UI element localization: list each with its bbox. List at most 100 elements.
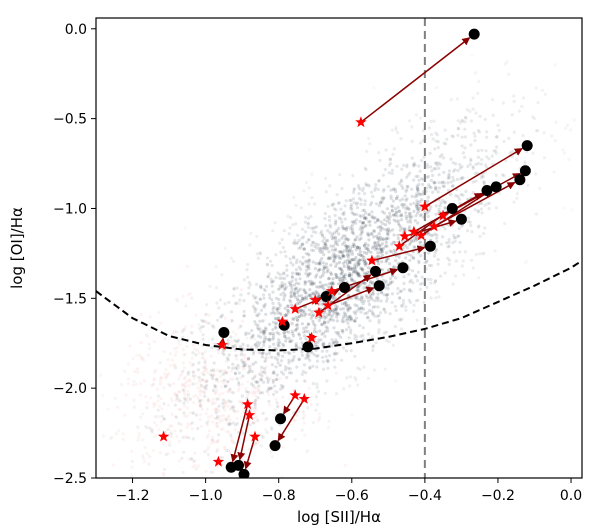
data-point-star: [243, 409, 256, 420]
density-point: [227, 341, 231, 345]
density-point: [290, 289, 294, 294]
density-point: [177, 398, 181, 402]
density-point: [207, 415, 211, 419]
density-point: [147, 462, 151, 466]
density-point: [526, 183, 530, 188]
density-point: [345, 250, 349, 254]
density-point: [154, 368, 158, 372]
density-point: [340, 276, 345, 281]
density-point: [251, 377, 255, 381]
density-point: [367, 213, 371, 217]
density-point: [423, 261, 427, 265]
density-point: [371, 280, 375, 284]
density-point: [404, 211, 408, 215]
density-point: [406, 207, 410, 211]
density-point: [308, 366, 312, 370]
density-point: [445, 137, 449, 141]
density-point: [248, 369, 252, 374]
density-point: [505, 60, 509, 64]
density-point: [235, 286, 239, 290]
density-point: [307, 258, 311, 262]
density-point: [330, 282, 334, 286]
density-point: [138, 353, 142, 358]
density-point: [443, 128, 447, 132]
data-point-dot: [302, 341, 314, 353]
density-point: [360, 227, 364, 231]
density-point: [501, 173, 505, 177]
density-point: [228, 418, 232, 422]
density-point: [346, 265, 350, 269]
density-point: [315, 273, 319, 277]
density-point: [380, 248, 384, 252]
density-point: [279, 359, 284, 363]
density-point: [425, 285, 429, 289]
density-point: [390, 204, 394, 208]
density-point: [178, 390, 182, 394]
density-point: [288, 351, 292, 356]
density-point: [343, 273, 347, 277]
density-point: [270, 284, 274, 288]
density-point: [311, 382, 315, 386]
density-point: [258, 350, 262, 355]
density-point: [221, 313, 225, 317]
data-point-dot: [514, 174, 526, 186]
density-point: [328, 313, 332, 317]
density-point: [364, 183, 368, 187]
density-point: [363, 281, 367, 285]
density-point: [233, 428, 237, 432]
density-point: [320, 323, 324, 327]
density-point: [384, 148, 388, 152]
density-point: [170, 424, 174, 428]
density-point: [169, 363, 173, 367]
density-point: [182, 377, 186, 381]
x-tick-label: −1.2: [116, 488, 150, 504]
density-point: [349, 349, 353, 353]
density-point: [271, 378, 275, 382]
density-point: [242, 314, 246, 318]
density-point: [201, 352, 205, 356]
density-point: [371, 311, 375, 315]
density-point: [303, 334, 307, 338]
density-point: [379, 237, 383, 241]
density-point: [375, 247, 379, 251]
density-point: [494, 149, 498, 153]
density-point: [163, 337, 167, 341]
density-point: [217, 404, 221, 408]
density-point: [355, 270, 359, 274]
density-point: [261, 391, 265, 395]
density-point: [234, 366, 238, 370]
density-point: [302, 235, 306, 239]
data-point-star: [241, 398, 254, 410]
density-point: [253, 320, 257, 324]
density-point: [346, 245, 350, 249]
density-point: [194, 413, 199, 417]
density-point: [269, 386, 273, 390]
density-point: [345, 253, 349, 257]
density-point: [353, 267, 357, 271]
density-point: [429, 233, 433, 238]
density-point: [251, 304, 255, 308]
density-point: [429, 119, 433, 124]
density-point: [487, 207, 491, 211]
density-point: [400, 203, 404, 207]
density-point: [280, 285, 284, 289]
data-point-dot: [373, 280, 385, 292]
shift-arrow: [277, 398, 305, 442]
density-point: [263, 370, 267, 374]
density-point: [233, 423, 238, 427]
density-point: [203, 358, 207, 362]
density-point: [308, 272, 312, 276]
density-point: [350, 220, 354, 224]
density-point: [193, 451, 197, 455]
density-point: [383, 167, 387, 171]
density-point: [345, 376, 349, 380]
density-point: [369, 190, 374, 194]
density-point: [343, 234, 347, 238]
data-point-dot: [521, 140, 533, 152]
density-point: [278, 311, 282, 315]
density-point: [311, 281, 315, 285]
density-point: [312, 353, 316, 357]
density-point: [215, 368, 219, 372]
density-point: [417, 261, 421, 265]
density-point: [126, 362, 130, 366]
